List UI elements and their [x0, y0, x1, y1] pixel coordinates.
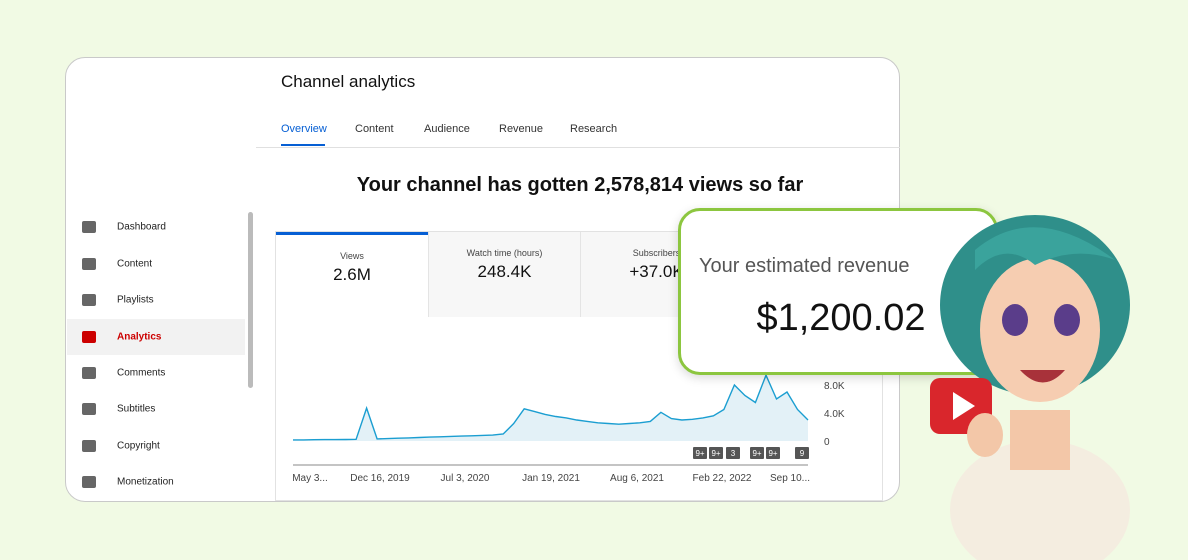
- sidebar-icon: [82, 440, 96, 452]
- annotation-badge: [795, 447, 809, 459]
- annotation-badge: [766, 447, 780, 459]
- sidebar-icon: [82, 476, 96, 488]
- metric-tile[interactable]: Watch time (hours) 248.4K: [428, 232, 580, 317]
- headline: Your channel has gotten 2,578,814 views …: [356, 174, 804, 196]
- sidebar-item[interactable]: Playlists: [117, 294, 154, 306]
- revenue-label: Your estimated revenue: [699, 255, 910, 277]
- x-tick-label: Sep 10...: [770, 473, 810, 484]
- annotation-label: 9: [800, 449, 805, 458]
- divider: [256, 147, 900, 148]
- annotation-label: 9+: [711, 449, 720, 458]
- metric-value: 248.4K: [477, 262, 532, 281]
- active-item-bg: [67, 319, 245, 355]
- x-tick-label: May 3...: [292, 473, 328, 484]
- tab[interactable]: Research: [570, 123, 618, 135]
- annotation-badge: [750, 447, 764, 459]
- annotation-badge: [709, 447, 723, 459]
- character-illustration: [930, 215, 1130, 560]
- sidebar-item[interactable]: Subtitles: [117, 403, 156, 415]
- annotation-label: 9+: [695, 449, 704, 458]
- line-series: [293, 373, 809, 441]
- annotation-label: 9+: [768, 449, 777, 458]
- annotation-badge: [693, 447, 707, 459]
- sidebar-item[interactable]: Dashboard: [117, 221, 166, 233]
- x-tick-label: Jan 19, 2021: [522, 473, 580, 484]
- sidebar-item[interactable]: Copyright: [117, 440, 160, 452]
- page-title: Channel analytics: [281, 72, 416, 91]
- annotation-badge: [726, 447, 740, 459]
- annotation-label: 9+: [752, 449, 761, 458]
- sidebar-icon: [82, 294, 96, 306]
- x-tick-label: Dec 16, 2019: [350, 473, 410, 484]
- tab[interactable]: Audience: [424, 123, 470, 135]
- x-tick-label: Jul 3, 2020: [441, 473, 490, 484]
- y-tick-label: 4.0K: [824, 409, 845, 420]
- tab[interactable]: Overview: [281, 123, 327, 135]
- sidebar-item[interactable]: Monetization: [117, 476, 174, 488]
- sidebar-icon: [82, 403, 96, 415]
- sidebar-item[interactable]: Comments: [117, 367, 166, 379]
- tab[interactable]: Content: [355, 123, 394, 135]
- x-tick-label: Aug 6, 2021: [610, 473, 664, 484]
- scrollbar[interactable]: [248, 212, 253, 388]
- tab-underline: [281, 144, 325, 146]
- metric-value: 2.6M: [333, 265, 371, 284]
- sidebar-icon: [82, 221, 96, 233]
- metric-label: Watch time (hours): [466, 248, 543, 258]
- y-tick-label: 0: [824, 437, 830, 448]
- sidebar-icon: [82, 331, 96, 343]
- sidebar-item[interactable]: Analytics: [117, 331, 162, 343]
- x-tick-label: Feb 22, 2022: [693, 473, 752, 484]
- metric-value: +37.0K: [629, 262, 684, 281]
- area-fill: [293, 375, 808, 441]
- revenue-value: $1,200.02: [756, 297, 926, 339]
- sidebar-icon: [82, 367, 96, 379]
- metric-label: Views: [340, 251, 364, 261]
- sidebar-icon: [82, 258, 96, 270]
- metric-tile[interactable]: Views 2.6M: [276, 232, 428, 317]
- sidebar-item[interactable]: Content: [117, 258, 153, 270]
- tab[interactable]: Revenue: [499, 123, 544, 135]
- metric-label: Subscribers: [632, 248, 681, 258]
- annotation-label: 3: [731, 449, 736, 458]
- y-tick-label: 8.0K: [824, 381, 845, 392]
